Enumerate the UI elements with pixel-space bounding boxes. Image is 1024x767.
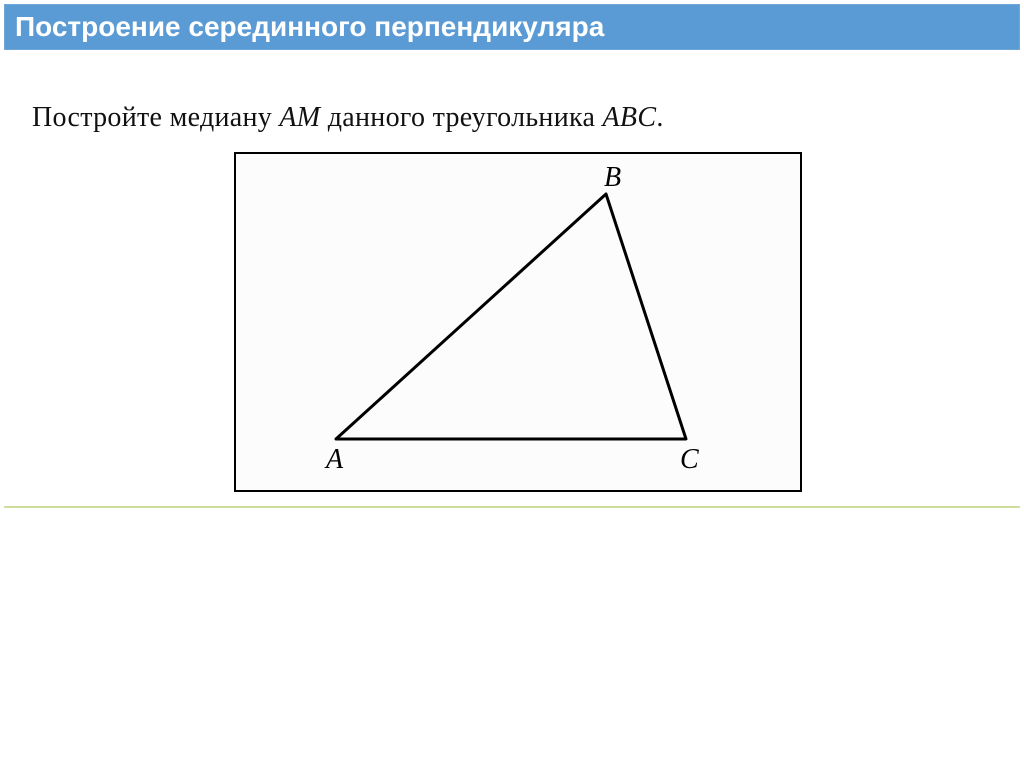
slide-title: Построение серединного перпендикуляра <box>15 11 604 42</box>
content-area: Постройте медиану AM данного треугольник… <box>4 88 1020 508</box>
task-middle: данного треугольника <box>320 102 602 133</box>
triangle-shape <box>336 194 686 439</box>
task-prefix: Постройте медиану <box>32 102 279 133</box>
task-text: Постройте медиану AM данного треугольник… <box>4 88 1020 152</box>
slide-header: Построение серединного перпендикуляра <box>4 4 1020 50</box>
figure-box: A B C <box>234 152 802 492</box>
vertex-label-b: B <box>604 162 621 194</box>
vertex-label-c: C <box>680 444 699 476</box>
triangle-name: ABC <box>603 102 657 133</box>
vertex-label-a: A <box>326 444 343 476</box>
task-suffix: . <box>656 102 663 133</box>
median-name: AM <box>279 102 320 133</box>
triangle-svg <box>236 154 800 490</box>
